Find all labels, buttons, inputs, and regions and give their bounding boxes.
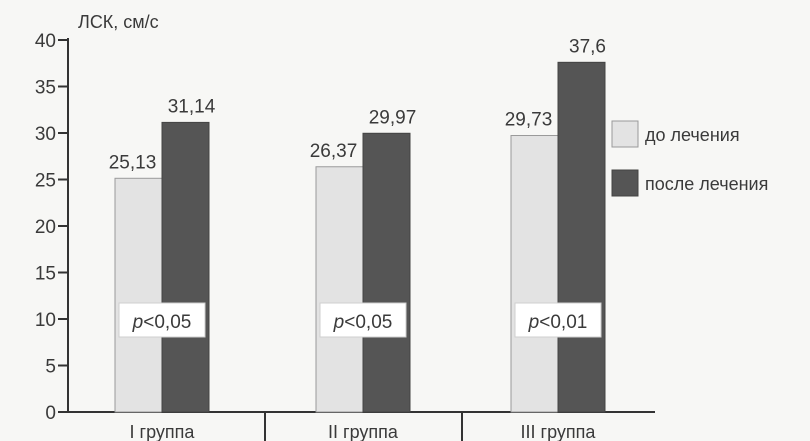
p-value-label: p<0,05	[132, 312, 192, 333]
labels: I группа II группа III группа25,1331,14p<0…	[109, 36, 606, 441]
p-value-label: p<0,01	[528, 312, 588, 333]
p-value-text: <0,05	[344, 312, 392, 333]
y-tick-label: 15	[35, 264, 56, 285]
y-tick-label: 30	[35, 124, 56, 145]
p-value-prefix: p	[132, 312, 144, 333]
legend: до лечения после лечения	[611, 120, 768, 197]
bar	[557, 61, 606, 413]
y-tick-label: 25	[35, 171, 56, 192]
legend-label: до лечения	[645, 125, 740, 145]
bar	[510, 135, 559, 413]
data-label: 25,13	[109, 152, 157, 173]
data-label: 31,14	[168, 96, 216, 117]
p-value-text: <0,05	[143, 312, 191, 333]
y-axis-label: ЛСК, см/с	[78, 12, 159, 32]
y-tick-label: 35	[35, 78, 56, 99]
bar	[161, 121, 210, 413]
legend-swatch	[611, 169, 639, 197]
bar	[315, 166, 364, 413]
legend-swatch	[611, 120, 639, 148]
x-tick-label: II группа	[328, 422, 399, 441]
y-tick-label: 20	[35, 217, 56, 238]
p-value-text: <0,01	[539, 312, 587, 333]
p-value-prefix: p	[333, 312, 345, 333]
bars	[114, 61, 606, 413]
data-label: 29,73	[505, 110, 553, 131]
legend-label: после лечения	[645, 174, 768, 194]
y-tick-label: 10	[35, 310, 56, 331]
bar	[114, 177, 163, 413]
p-value-box	[319, 302, 407, 338]
data-label: 26,37	[310, 141, 358, 162]
y-tick-label: 5	[45, 357, 56, 378]
p-value-prefix: p	[528, 312, 540, 333]
p-value-box	[118, 302, 206, 338]
y-tick-label: 0	[45, 403, 56, 424]
x-tick-label: I группа	[130, 422, 196, 441]
data-label: 37,6	[569, 36, 606, 57]
p-value-label: p<0,05	[333, 312, 393, 333]
y-tick-label: 40	[35, 31, 56, 52]
p-value-box	[514, 302, 602, 338]
data-label: 29,97	[369, 107, 417, 128]
bar	[362, 132, 411, 413]
x-tick-label: III группа	[521, 422, 597, 441]
